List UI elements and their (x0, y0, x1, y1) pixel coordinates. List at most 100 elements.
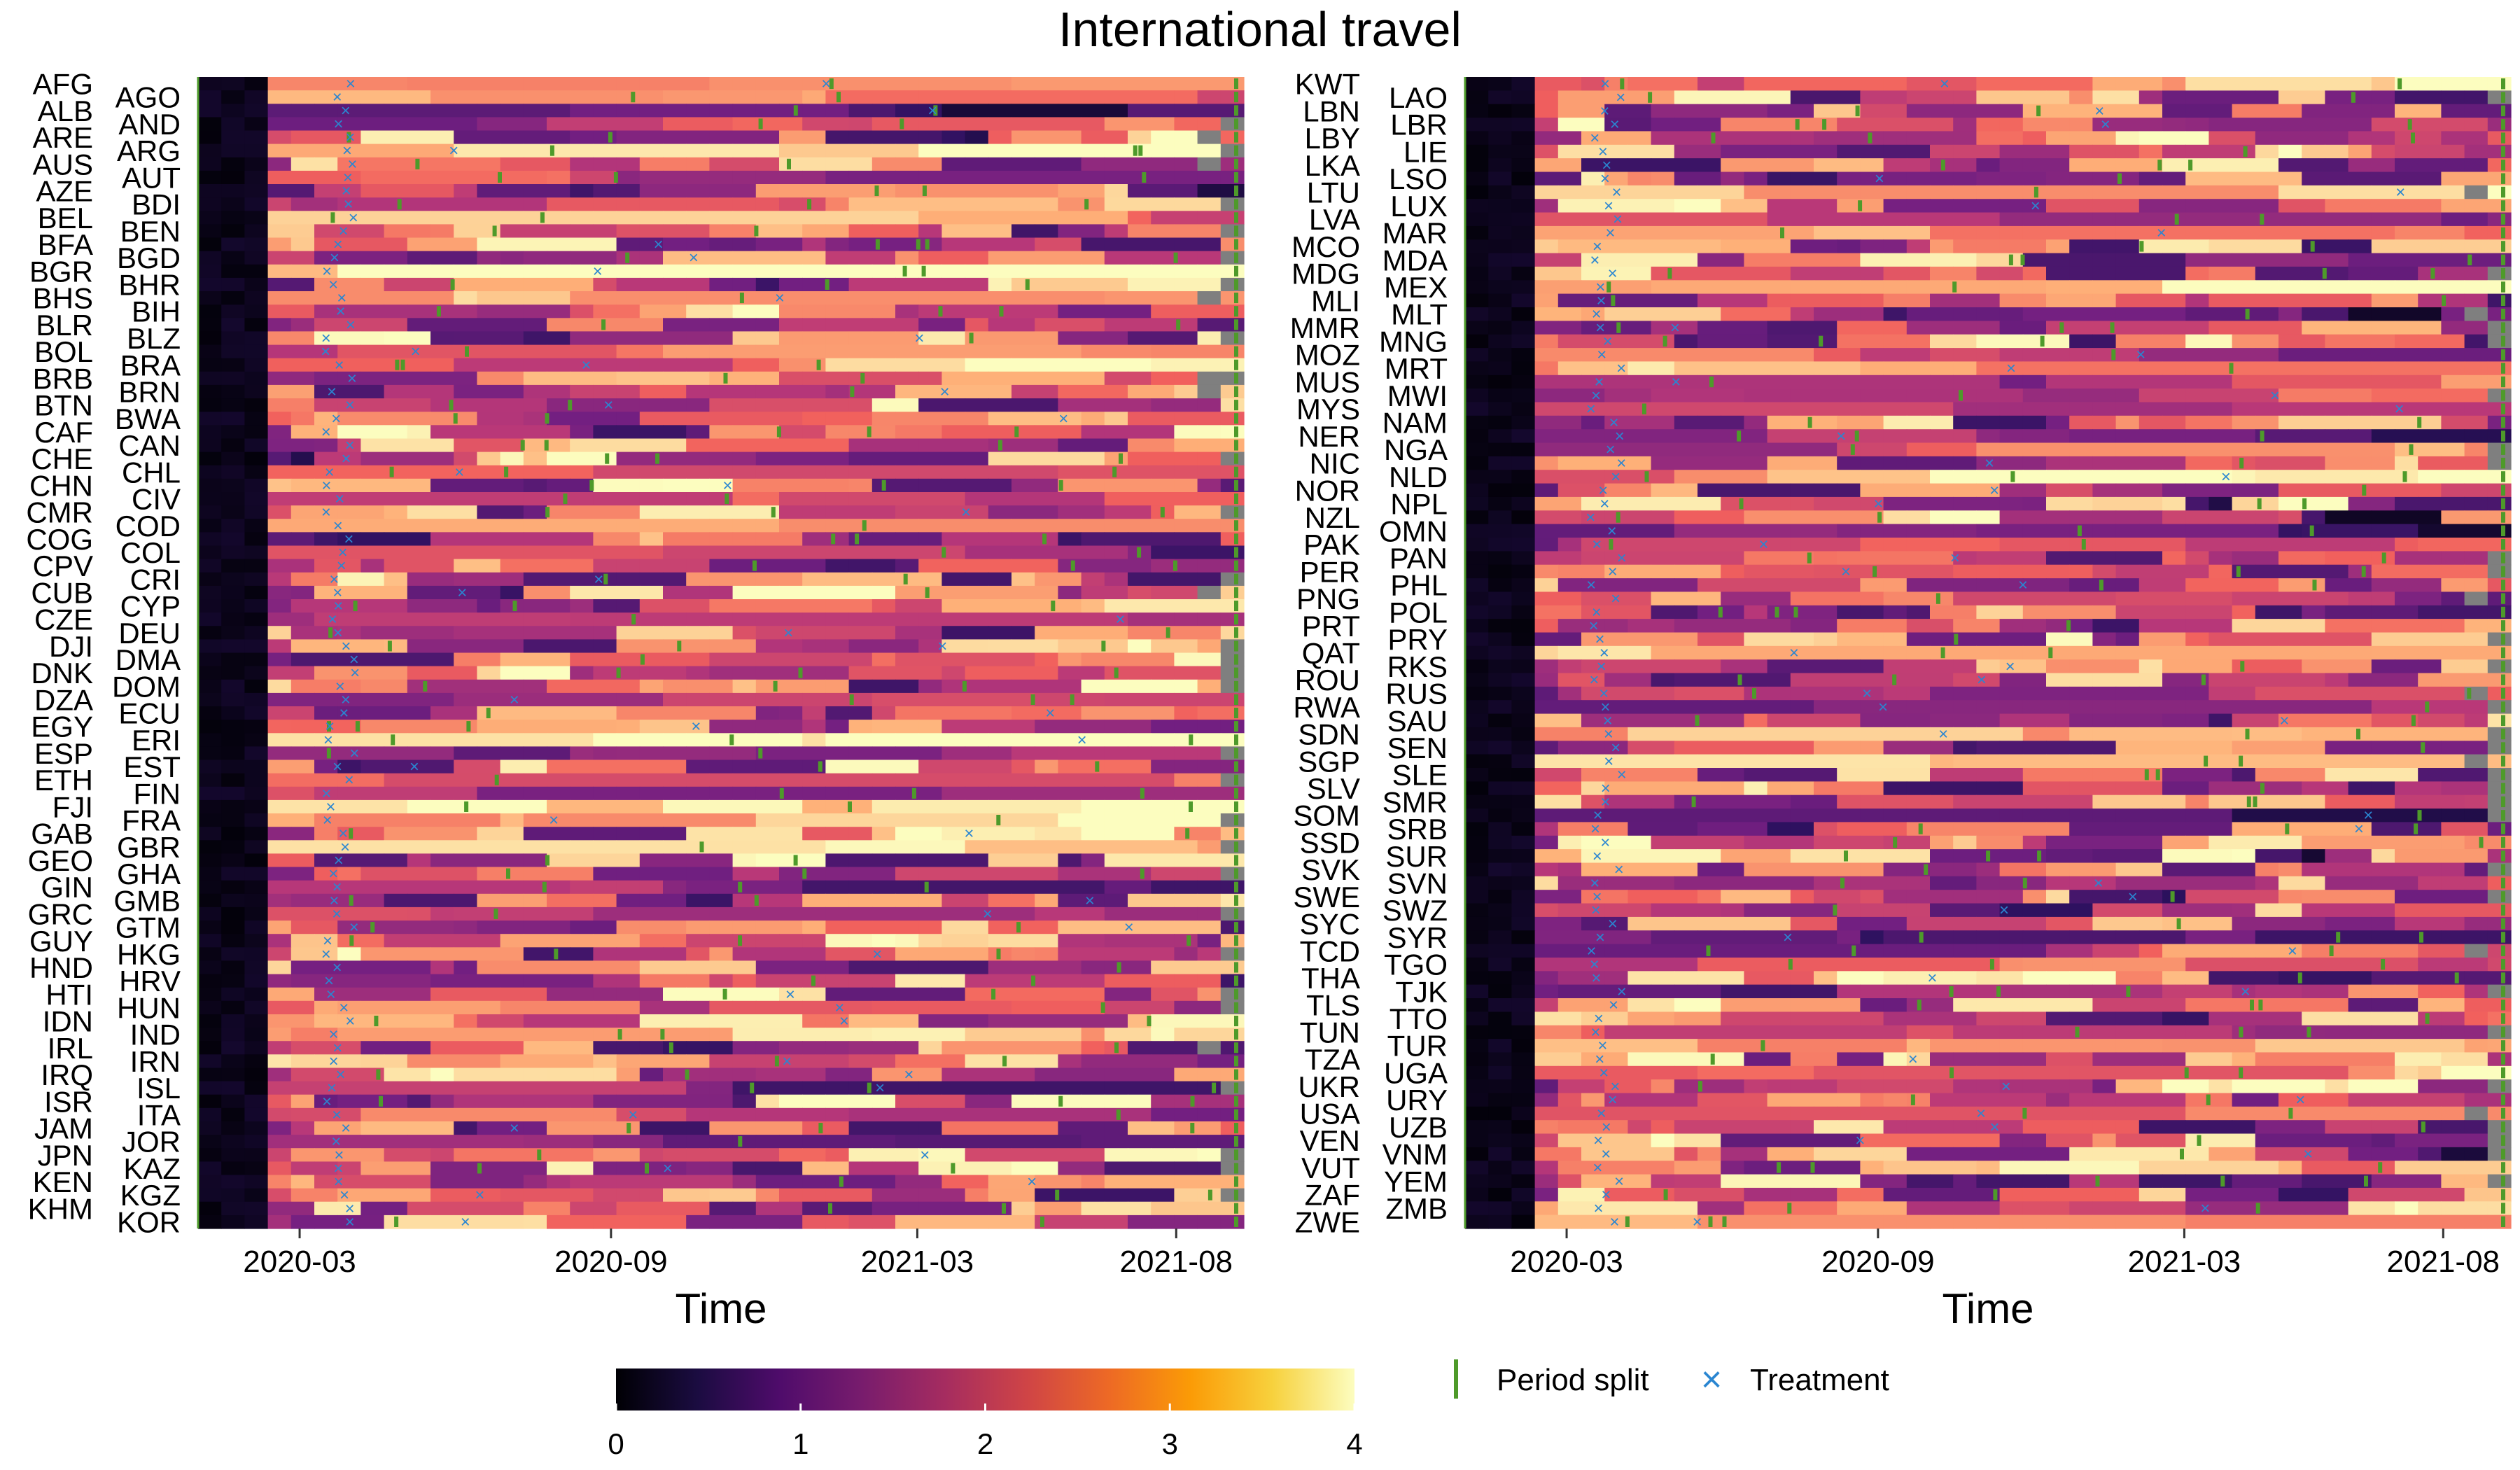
heatmap-cell (988, 773, 1012, 788)
country-label: CZE (34, 603, 93, 636)
heatmap-cell (1220, 264, 1245, 279)
heatmap-cell (1651, 144, 1675, 159)
heatmap-cell (547, 626, 570, 640)
heatmap-cell (2138, 118, 2163, 132)
heatmap-cell (965, 853, 989, 868)
heatmap-cell (314, 358, 338, 372)
heatmap-cell (616, 960, 640, 975)
heatmap-cell (1011, 1068, 1035, 1082)
heatmap-cell (360, 773, 385, 788)
heatmap-cell (290, 277, 315, 292)
period-split-marker (862, 520, 867, 531)
heatmap-cell (732, 639, 757, 654)
heatmap-cell (965, 505, 989, 519)
period-split-marker (492, 225, 497, 237)
heatmap-cell (709, 799, 734, 814)
heatmap-cell (1081, 626, 1105, 640)
heatmap-cell (221, 277, 245, 292)
period-split-marker (1234, 372, 1238, 384)
heatmap-cell (1814, 131, 1837, 146)
heatmap-cell (500, 398, 524, 412)
heatmap-cell (988, 277, 1012, 292)
heatmap-cell (267, 104, 292, 118)
heatmap-cell (1104, 144, 1128, 158)
heatmap-cell (1220, 384, 1245, 399)
treatment-marker: × (345, 1212, 355, 1231)
heatmap-cell (686, 679, 710, 694)
heatmap-cell (500, 666, 524, 680)
treatment-marker: × (323, 932, 332, 951)
heatmap-cell (2418, 239, 2442, 254)
heatmap-cell (709, 1188, 734, 1203)
heatmap-cell (848, 1041, 873, 1055)
heatmap-cell (244, 827, 269, 841)
heatmap-cell (1081, 934, 1105, 948)
heatmap-cell (1035, 692, 1058, 707)
heatmap-cell (1674, 118, 1698, 132)
heatmap-cell (430, 211, 454, 225)
heatmap-cell (686, 184, 710, 198)
heatmap-cell (755, 760, 780, 774)
heatmap-cell (965, 1028, 989, 1042)
heatmap-cell (1128, 465, 1152, 479)
heatmap-cell (267, 425, 292, 439)
heatmap-cell (407, 1175, 431, 1189)
heatmap-cell (244, 760, 269, 774)
heatmap-cell (709, 519, 734, 533)
heatmap-cell (523, 1175, 547, 1189)
heatmap-cell (732, 358, 757, 372)
heatmap-cell (384, 451, 408, 466)
heatmap-cell (1220, 371, 1245, 386)
heatmap-cell (1197, 733, 1222, 747)
heatmap-cell (1035, 867, 1058, 881)
period-split-marker (903, 573, 908, 584)
heatmap-cell (477, 532, 501, 546)
heatmap-cell (1035, 104, 1058, 118)
heatmap-cell (314, 331, 338, 346)
heatmap-cell (1081, 706, 1105, 720)
period-split-marker (400, 359, 405, 370)
heatmap-cell (2325, 199, 2349, 214)
heatmap-cell (454, 679, 477, 694)
heatmap-cell (221, 264, 245, 279)
heatmap-cell (477, 1135, 501, 1149)
heatmap-cell (732, 559, 757, 573)
heatmap-cell (825, 291, 850, 305)
heatmap-cell (965, 1135, 989, 1149)
heatmap-cell (1197, 398, 1222, 412)
heatmap-cell (314, 130, 338, 145)
heatmap-cell (2418, 77, 2442, 91)
heatmap-cell (1883, 225, 1907, 240)
heatmap-cell (1511, 77, 1536, 91)
heatmap-cell (198, 465, 222, 479)
heatmap-cell (709, 720, 734, 734)
heatmap-cell (1220, 720, 1245, 734)
heatmap-cell (360, 277, 385, 292)
heatmap-cell (1151, 840, 1175, 854)
heatmap-cell (1220, 104, 1245, 118)
heatmap-cell (1174, 277, 1198, 292)
heatmap-cell (523, 117, 547, 132)
heatmap-cell (523, 666, 547, 680)
heatmap-cell (732, 304, 757, 318)
heatmap-cell (663, 1041, 687, 1055)
heatmap-cell (895, 1081, 919, 1096)
heatmap-cell (454, 358, 477, 372)
heatmap-cell (779, 318, 803, 332)
heatmap-cell (1220, 237, 1245, 252)
treatment-marker: × (333, 1159, 343, 1178)
heatmap-cell (1081, 412, 1105, 426)
heatmap-cell (1220, 1107, 1245, 1122)
heatmap-cell (709, 947, 734, 961)
heatmap-cell (1814, 77, 1837, 91)
heatmap-cell (198, 773, 222, 788)
heatmap-cell (430, 318, 454, 332)
heatmap-cell (430, 652, 454, 667)
heatmap-cell (755, 90, 780, 104)
heatmap-cell (616, 157, 640, 172)
country-label: COG (26, 523, 93, 556)
heatmap-cell (384, 585, 408, 600)
heatmap-cell (918, 1214, 942, 1229)
heatmap-cell (290, 505, 315, 519)
heatmap-cell (290, 974, 315, 988)
